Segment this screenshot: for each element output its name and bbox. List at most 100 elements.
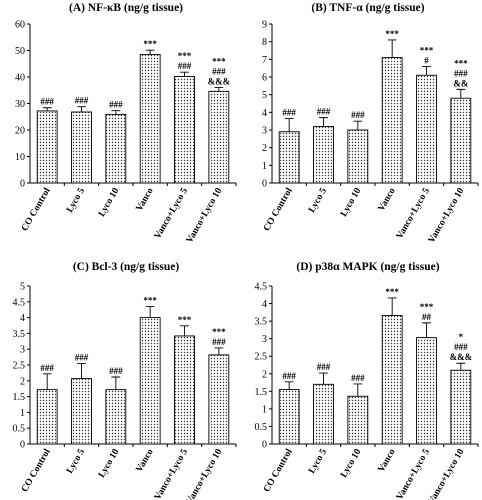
- bar-co-control: [36, 110, 58, 184]
- panel-title: (C) Bcl-3 (ng/g tissue): [73, 261, 180, 273]
- significance-label: ###: [351, 373, 365, 383]
- bar-vanco-lyco-5: [174, 76, 195, 184]
- significance-label: ###: [75, 352, 89, 362]
- error-bar: [145, 49, 155, 55]
- x-category-label: Vanco+Lyco 5: [395, 447, 432, 500]
- y-tick-label: 50: [15, 46, 25, 57]
- significance-label: ###: [212, 67, 226, 77]
- bar-vanco: [381, 315, 403, 445]
- x-category-label: Vanco+Lyco 10: [185, 186, 225, 245]
- y-tick-label: 4: [262, 299, 267, 310]
- y-tick-label: 1: [262, 404, 267, 415]
- significance-label: *: [459, 332, 464, 342]
- y-tick-label: 3.5: [13, 329, 26, 340]
- bar-co-control: [278, 389, 300, 445]
- error-bar: [456, 362, 466, 371]
- significance-label: &&&: [450, 352, 473, 362]
- y-tick-label: 9: [262, 20, 267, 31]
- y-tick-label: 1.5: [13, 392, 26, 403]
- x-category-label: Lyco 10: [339, 447, 363, 479]
- y-tick-label: 0: [262, 179, 267, 190]
- y-tick-label: 2.5: [13, 361, 26, 372]
- bar-lyco-10: [347, 129, 369, 184]
- x-category-label: Vanco+Lyco 10: [427, 447, 467, 500]
- bar-lyco-10: [105, 389, 127, 445]
- bar-vanco: [139, 54, 161, 184]
- panel-c-bcl3: (C) Bcl-3 (ng/g tissue) 0 0.5 1 1.5 2 2.5 3 3.5…: [13, 261, 237, 500]
- significance-label: ***: [212, 57, 226, 67]
- significance-label: &&&: [208, 77, 231, 87]
- axis-lines: [29, 24, 236, 184]
- error-bar: [353, 383, 363, 397]
- y-tick-label: 60: [15, 20, 25, 31]
- significance-label: ###: [109, 100, 123, 110]
- x-category-label: CO Control: [20, 186, 53, 233]
- error-bar: [111, 376, 121, 390]
- bar-vanco: [139, 317, 161, 445]
- error-bar: [180, 71, 189, 77]
- significance-label: ###: [351, 110, 365, 120]
- bar-lyco-10: [347, 395, 369, 445]
- y-tick-label: 7: [262, 55, 267, 66]
- x-category-label: Lyco 5: [65, 186, 87, 214]
- axis-lines: [29, 286, 236, 445]
- error-bar: [319, 372, 328, 385]
- bar-vanco: [381, 57, 403, 184]
- significance-label: ###: [212, 337, 226, 347]
- error-bar: [284, 381, 294, 390]
- x-category-label: Vanco+Lyco 5: [153, 447, 190, 500]
- significance-label: ###: [178, 61, 192, 71]
- y-tick-label: 1.5: [255, 387, 268, 398]
- x-category-label: Lyco 10: [97, 186, 121, 218]
- y-tick-label: 1: [20, 408, 25, 419]
- significance-label: ***: [420, 302, 434, 312]
- error-bar: [111, 110, 121, 115]
- panel-d-p38a-mapk: (D) p38α MAPK (ng/g tissue) 0 0.5 1 1.5 2 2.5…: [255, 261, 479, 500]
- significance-label: ###: [40, 363, 54, 373]
- error-bar: [422, 65, 431, 76]
- bar-lyco-5: [313, 126, 334, 184]
- error-bar: [319, 117, 328, 127]
- significance-label: ***: [178, 51, 192, 61]
- y-tick-label: 4: [262, 108, 267, 119]
- y-tick-label: 2: [20, 376, 25, 387]
- bar-vanco-lyco-10: [450, 369, 472, 445]
- y-tick-label: 0: [262, 440, 267, 451]
- significance-label: ###: [317, 362, 331, 372]
- y-tick-label: 3: [20, 345, 25, 356]
- y-tick-label: 0.5: [255, 422, 268, 433]
- x-category-label: CO Control: [20, 447, 53, 494]
- bar-co-control: [278, 131, 300, 184]
- y-tick-label: 10: [15, 152, 25, 163]
- bar-lyco-5: [313, 383, 334, 445]
- y-tick-label: 1: [262, 161, 267, 172]
- y-tick-label: 2: [262, 369, 267, 380]
- x-category-label: Vanco+Lyco 5: [153, 186, 190, 241]
- y-tick-label: 0: [20, 440, 25, 451]
- significance-label: ###: [454, 342, 468, 352]
- error-bar: [214, 347, 224, 355]
- significance-label: ***: [143, 296, 157, 306]
- y-tick-label: 2.5: [255, 352, 268, 363]
- significance-label: ###: [282, 371, 296, 381]
- bar-vanco-lyco-10: [450, 97, 472, 184]
- significance-label: ***: [212, 327, 226, 337]
- error-bar: [42, 373, 52, 390]
- error-bar: [145, 306, 155, 318]
- y-tick-label: 0: [20, 179, 25, 190]
- y-tick-label: 6: [262, 73, 267, 84]
- x-category-label: Vanco: [377, 186, 398, 213]
- bar-co-control: [36, 389, 58, 445]
- x-category-label: Vanco: [135, 447, 156, 474]
- significance-label: ###: [282, 108, 296, 118]
- significance-label: ***: [178, 315, 192, 325]
- significance-label: ###: [40, 97, 54, 107]
- x-category-label: CO Control: [262, 186, 295, 233]
- y-tick-label: 4: [20, 313, 25, 324]
- y-tick-label: 3.5: [255, 317, 268, 328]
- x-category-label: Vanco: [135, 186, 156, 213]
- panel-title: (A) NF-κB (ng/g tissue): [69, 2, 183, 14]
- bar-vanco-lyco-10: [208, 90, 230, 184]
- error-bar: [387, 39, 397, 58]
